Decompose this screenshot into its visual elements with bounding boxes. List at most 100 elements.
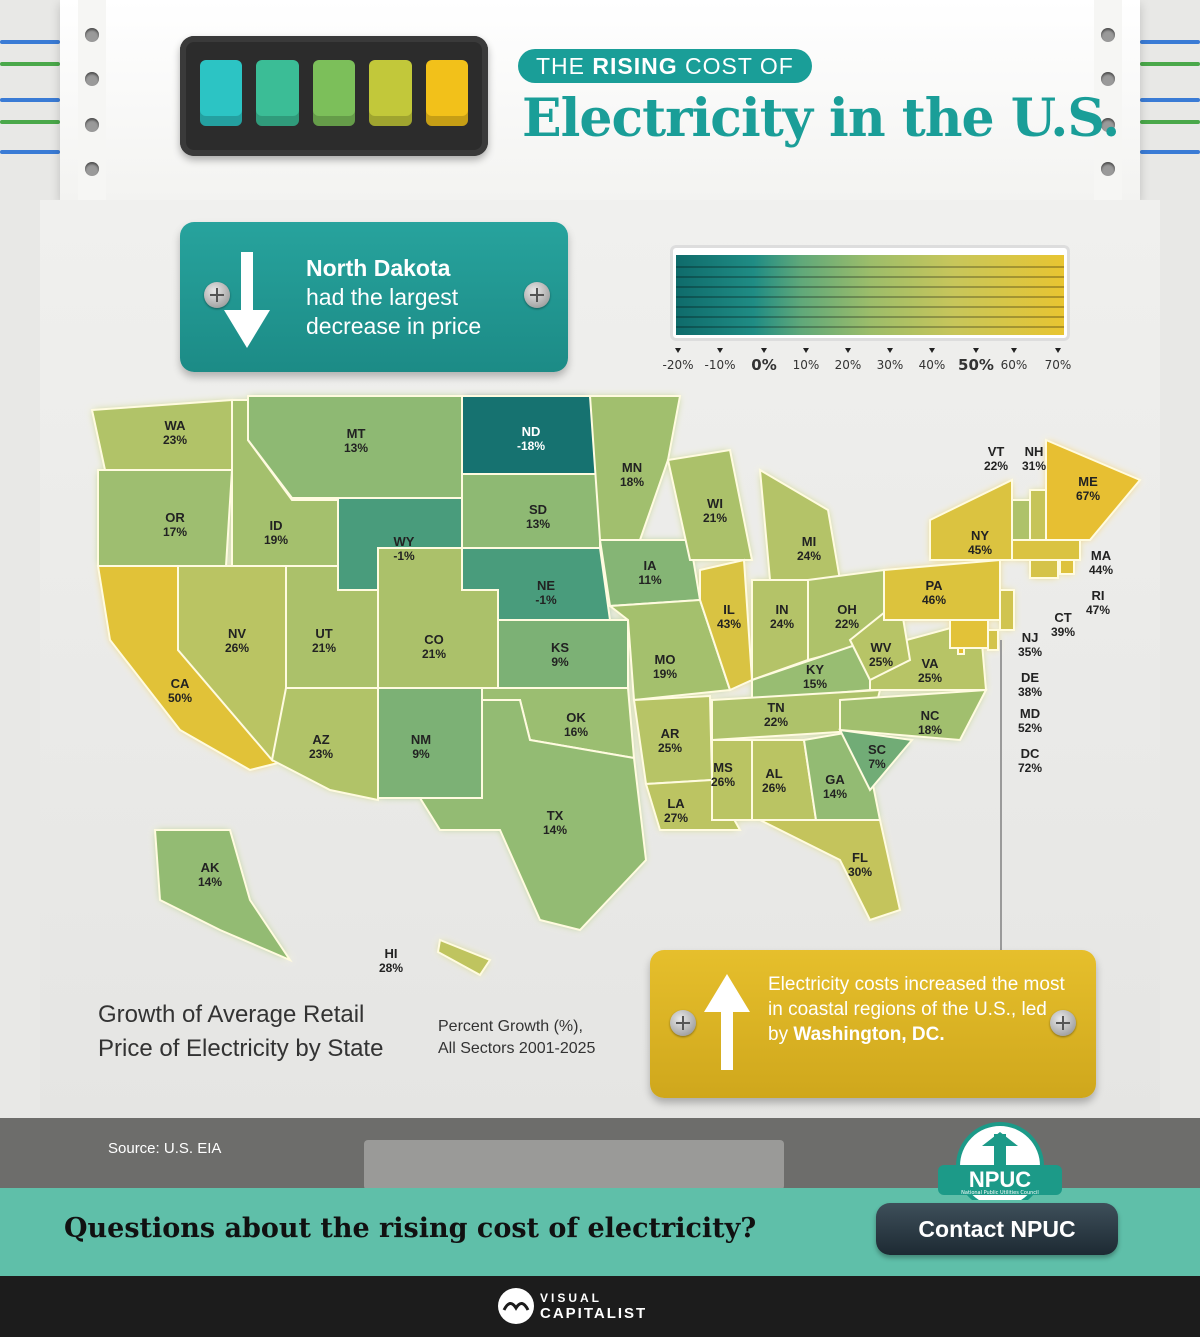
state-md: [949, 619, 989, 649]
state-label-tn: TN 22%: [764, 700, 788, 730]
state-label-az: AZ 23%: [309, 732, 333, 762]
color-scale: [676, 255, 1064, 335]
wire: [0, 120, 60, 124]
state-value: 7%: [868, 757, 886, 771]
state-label-wy: WY -1%: [393, 534, 414, 564]
state-nj: [999, 589, 1015, 631]
state-value: 26%: [710, 775, 736, 789]
state-value: 38%: [1017, 685, 1043, 699]
state-value: 46%: [921, 593, 947, 607]
state-code: SC: [867, 742, 887, 757]
wire: [0, 150, 60, 154]
state-code: AK: [200, 860, 220, 875]
state-code: MD: [1019, 706, 1041, 721]
state-me: [1045, 438, 1142, 541]
state-value: 9%: [412, 747, 430, 761]
wire: [0, 98, 60, 102]
state-code: LA: [667, 796, 685, 811]
state-value: 43%: [716, 617, 742, 631]
state-label-la: LA 27%: [664, 796, 688, 826]
state-code: WV: [870, 640, 892, 655]
state-value: 21%: [702, 511, 728, 525]
state-value: -18%: [516, 439, 546, 453]
state-code: AL: [765, 766, 783, 781]
legend-tick-label: 20%: [834, 358, 862, 372]
state-label-nd: ND -18%: [517, 424, 545, 454]
state-value: 21%: [311, 641, 337, 655]
title-pill: THE RISING COST OF: [518, 49, 812, 83]
state-code: TX: [546, 808, 564, 823]
state-value: 39%: [1050, 625, 1076, 639]
legend-tick-mark: [803, 348, 809, 353]
state-sc: [838, 728, 914, 792]
contact-npuc-button[interactable]: Contact NPUC: [876, 1203, 1118, 1255]
state-label-dc: DC 72%: [1018, 746, 1042, 776]
state-value: 26%: [224, 641, 250, 655]
state-value: 18%: [619, 475, 645, 489]
state-value: 13%: [343, 441, 369, 455]
largest-decrease-callout: North Dakota had the largest decrease in…: [180, 222, 568, 372]
state-code: ME: [1078, 474, 1098, 489]
state-tx: [418, 699, 648, 932]
state-hi: [436, 938, 492, 977]
state-ri: [1059, 559, 1075, 575]
state-code: IA: [643, 558, 657, 573]
state-value: 19%: [263, 533, 289, 547]
state-label-in: IN 24%: [770, 602, 794, 632]
legend-tick-label: 70%: [1044, 358, 1072, 372]
state-value: 47%: [1085, 603, 1111, 617]
arrow-up-icon: [704, 974, 750, 1070]
legend-ticks: -20% -10% 0% 10% 20% 30% 40% 50% 60% 70%: [660, 348, 1080, 378]
state-label-nm: NM 9%: [411, 732, 431, 762]
state-value: 14%: [197, 875, 223, 889]
state-value: 11%: [638, 573, 662, 587]
switch-bank: [180, 36, 488, 156]
wire: [1140, 40, 1200, 44]
state-label-ne: NE -1%: [535, 578, 556, 608]
state-code: KY: [805, 662, 825, 677]
state-value: 19%: [652, 667, 678, 681]
pill-bold: RISING: [592, 53, 678, 79]
switch: [425, 60, 469, 126]
state-code: VA: [921, 656, 939, 671]
state-label-de: DE 38%: [1018, 670, 1042, 700]
switch: [256, 60, 299, 126]
state-label-ca: CA 50%: [168, 676, 192, 706]
brand-bottom: CAPITALIST: [540, 1305, 648, 1322]
increase-text: Electricity costs increased the most in …: [768, 972, 1068, 1047]
state-value: 24%: [769, 617, 795, 631]
state-label-nc: NC 18%: [918, 708, 942, 738]
state-value: 28%: [378, 961, 404, 975]
state-label-md: MD 52%: [1018, 706, 1042, 736]
rivet: [1101, 28, 1115, 42]
wire: [1140, 62, 1200, 66]
state-label-oh: OH 22%: [835, 602, 859, 632]
state-value: 25%: [917, 671, 943, 685]
footer: [0, 1276, 1200, 1337]
state-value: 14%: [822, 787, 848, 801]
legend-tick-label: -20%: [662, 358, 694, 372]
state-code: CO: [424, 632, 444, 647]
legend-tick-mark: [717, 348, 723, 353]
state-value: 24%: [796, 549, 822, 563]
state-label-sc: SC 7%: [868, 742, 886, 772]
state-value: 17%: [162, 525, 188, 539]
legend-tick-mark: [845, 348, 851, 353]
state-code: DE: [1020, 670, 1040, 685]
state-label-ky: KY 15%: [803, 662, 827, 692]
caption-line1: Growth of Average Retail: [98, 1001, 365, 1028]
right-rail: [1094, 0, 1122, 200]
arrow-down-icon: [224, 252, 270, 348]
state-dc: [957, 647, 965, 655]
legend-tick-label: 30%: [876, 358, 904, 372]
state-value: 23%: [308, 747, 334, 761]
state-label-mo: MO 19%: [653, 652, 677, 682]
state-label-wv: WV 25%: [869, 640, 893, 670]
state-value: -1%: [535, 593, 557, 607]
wire: [0, 40, 60, 44]
state-code: WA: [164, 418, 186, 433]
state-code: WY: [393, 534, 415, 549]
state-code: KS: [550, 640, 570, 655]
legend-tick-mark: [761, 348, 767, 353]
subcaption-line2: All Sectors 2001-2025: [438, 1040, 596, 1057]
